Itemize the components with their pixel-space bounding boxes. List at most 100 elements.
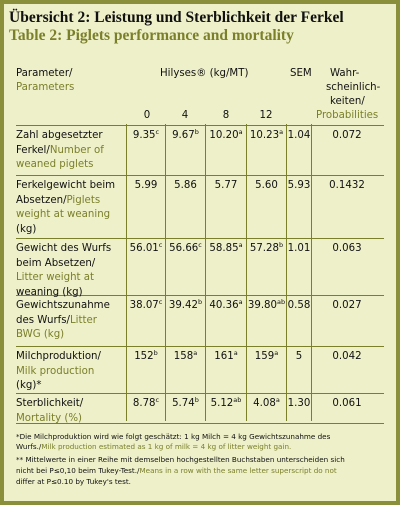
column-divider: [246, 124, 247, 421]
sem-cell: 0.58: [287, 300, 311, 311]
footnote-1b-de: Wurfs./: [16, 442, 42, 451]
row-label-line: Milk production: [16, 364, 94, 379]
column-divider: [126, 124, 127, 421]
footnote-2a: ** Mittelwerte in einer Reihe mit demsel…: [16, 455, 345, 464]
row-label-line: Zahl abgesetzter: [16, 128, 103, 143]
probability-cell: 0.061: [332, 398, 362, 409]
significance-letter: ab: [277, 298, 286, 306]
sem-cell: 1.01: [287, 243, 311, 254]
row-label-line: Mortality (%): [16, 411, 82, 426]
probability-cell: 0.027: [332, 300, 362, 311]
row-label-line: (kg)*: [16, 378, 41, 393]
table-cell: 5.12ab: [210, 396, 242, 409]
table-cell: 10.20a: [209, 128, 243, 141]
row-divider: [16, 125, 384, 126]
footnote-1a: *Die Milchproduktion wird wie folgt gesc…: [16, 432, 331, 441]
row-label-line: Litter weight at: [16, 270, 94, 285]
significance-letter: b: [279, 241, 284, 249]
row-label-line: weaned piglets: [16, 157, 93, 172]
row-label-de: Milchproduktion/: [16, 351, 101, 362]
table-cell: 5.60: [255, 180, 278, 191]
sem-cell: 5.93: [287, 180, 311, 191]
row-label-en: Number of: [49, 144, 104, 156]
table-title-de: Übersicht 2: Leistung und Sterblichkeit …: [9, 9, 344, 26]
row-label-line: (kg): [16, 222, 36, 237]
significance-letter: a: [238, 128, 243, 136]
row-label-line: Absetzen/Piglets: [16, 193, 100, 208]
significance-letter: ab: [233, 396, 242, 404]
table-cell: 152b: [134, 349, 158, 362]
significance-letter: b: [194, 128, 199, 136]
probability-cell: 0.072: [332, 130, 362, 141]
column-divider: [165, 124, 166, 421]
significance-letter: c: [155, 396, 160, 404]
footnote-2b-en: Means in a row with the same letter supe…: [139, 466, 337, 475]
row-divider: [16, 295, 384, 296]
row-divider: [16, 423, 384, 424]
table-cell: 158a: [173, 349, 198, 362]
dose-0: 0: [143, 110, 151, 121]
header-prob-de-3: keiten/: [330, 96, 365, 107]
probability-cell: 0.063: [332, 243, 362, 254]
row-label-de: Zahl abgesetzter: [16, 130, 103, 141]
footnote-2b-de: nicht bei P≤0,10 beim Tukey-Test./: [16, 466, 140, 475]
table-cell: 10.23a: [249, 128, 284, 141]
significance-letter: c: [158, 241, 163, 249]
table-title-en: Table 2: Piglets performance and mortali…: [9, 27, 294, 44]
row-label-de: des Wurfs/: [16, 314, 70, 326]
row-label-line: Gewichtszunahme: [16, 298, 110, 313]
table-cell: 40.36a: [209, 298, 243, 311]
row-label-de: Gewichtszunahme: [16, 300, 110, 311]
column-divider: [205, 124, 206, 421]
row-label-line: Sterblichkeit/: [16, 396, 83, 411]
significance-letter: c: [198, 241, 202, 249]
table-cell: 9.67b: [172, 128, 199, 141]
significance-letter: a: [238, 298, 243, 306]
row-label-en: Milk production: [16, 365, 95, 377]
dose-8: 8: [222, 110, 230, 121]
table-cell: 5.99: [134, 180, 158, 191]
significance-letter: c: [155, 128, 160, 136]
row-label-line: Ferkelgewicht beim: [16, 178, 115, 193]
table-cell: 58.85a: [209, 241, 243, 254]
row-label-de: beim Absetzen/: [16, 257, 96, 269]
sem-cell: 1.04: [287, 130, 311, 141]
row-label-line: beim Absetzen/: [16, 256, 95, 271]
significance-letter: a: [274, 349, 279, 357]
row-label-line: Milchproduktion/: [16, 349, 101, 364]
row-label-de: (kg)*: [16, 380, 42, 391]
table-cell: 38.07c: [129, 298, 163, 311]
row-label-en: weight at weaning: [16, 209, 111, 220]
dose-12: 12: [259, 110, 273, 121]
table-cell: 56.66c: [169, 241, 202, 254]
row-label-en: Litter: [69, 314, 97, 326]
significance-letter: a: [275, 396, 280, 404]
table-cell: 9.35c: [132, 128, 160, 141]
row-label-line: Ferkel/Number of: [16, 143, 104, 158]
row-divider: [16, 175, 384, 176]
row-label-de: Sterblichkeit/: [16, 398, 84, 409]
row-label-de: Ferkelgewicht beim: [16, 180, 116, 191]
footnote-2c: differ at P≤0.10 by Tukey's test.: [16, 477, 131, 486]
sem-cell: 1.30: [287, 398, 311, 409]
table-cell: 4.08a: [253, 396, 280, 409]
row-divider: [16, 238, 384, 239]
table-cell: 5.86: [174, 180, 197, 191]
row-label-line: Gewicht des Wurfs: [16, 241, 111, 256]
header-prob-en: Probabilities: [316, 110, 379, 121]
table-cell: 56.01c: [129, 241, 163, 254]
significance-letter: a: [279, 128, 284, 136]
significance-letter: a: [238, 241, 243, 249]
significance-letter: b: [198, 298, 203, 306]
row-label-en: Mortality (%): [16, 412, 82, 424]
table-cell: 5.74b: [172, 396, 199, 409]
significance-letter: a: [233, 349, 238, 357]
row-label-de: (kg): [16, 223, 37, 235]
row-label-line: BWG (kg): [16, 327, 64, 342]
row-label-de: weaning (kg): [16, 286, 83, 298]
table-cell: 39.80ab: [247, 298, 286, 311]
row-label-en: weaned piglets: [16, 159, 94, 170]
table-cell: 159a: [254, 349, 279, 362]
row-label-en: Piglets: [66, 194, 101, 206]
row-label-line: weight at weaning: [16, 207, 110, 222]
